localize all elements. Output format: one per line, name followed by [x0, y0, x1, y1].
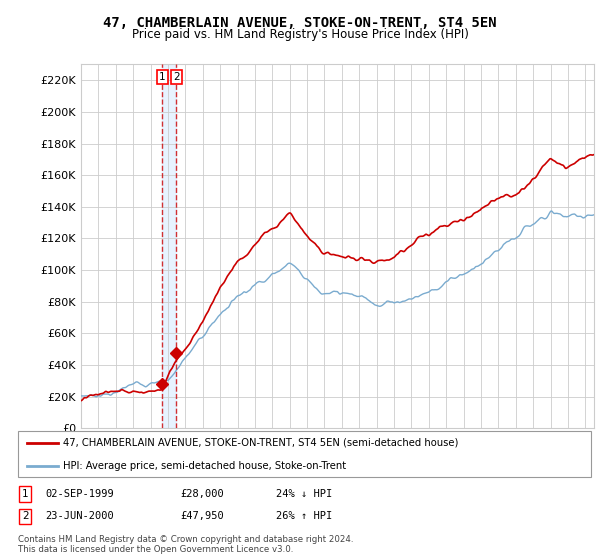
Text: 47, CHAMBERLAIN AVENUE, STOKE-ON-TRENT, ST4 5EN: 47, CHAMBERLAIN AVENUE, STOKE-ON-TRENT, …: [103, 16, 497, 30]
Text: Price paid vs. HM Land Registry's House Price Index (HPI): Price paid vs. HM Land Registry's House …: [131, 28, 469, 41]
Text: 1: 1: [22, 489, 29, 499]
Text: £47,950: £47,950: [180, 511, 224, 521]
Text: 2: 2: [173, 72, 179, 82]
Text: 02-SEP-1999: 02-SEP-1999: [45, 489, 114, 499]
Text: 23-JUN-2000: 23-JUN-2000: [45, 511, 114, 521]
Text: 24% ↓ HPI: 24% ↓ HPI: [276, 489, 332, 499]
Text: 26% ↑ HPI: 26% ↑ HPI: [276, 511, 332, 521]
Text: Contains HM Land Registry data © Crown copyright and database right 2024.
This d: Contains HM Land Registry data © Crown c…: [18, 535, 353, 554]
Text: HPI: Average price, semi-detached house, Stoke-on-Trent: HPI: Average price, semi-detached house,…: [62, 461, 346, 470]
Bar: [162, 64, 176, 428]
Text: 47, CHAMBERLAIN AVENUE, STOKE-ON-TRENT, ST4 5EN (semi-detached house): 47, CHAMBERLAIN AVENUE, STOKE-ON-TRENT, …: [62, 438, 458, 447]
Text: 1: 1: [159, 72, 166, 82]
Text: 2: 2: [22, 511, 29, 521]
FancyBboxPatch shape: [18, 431, 591, 477]
Text: £28,000: £28,000: [180, 489, 224, 499]
